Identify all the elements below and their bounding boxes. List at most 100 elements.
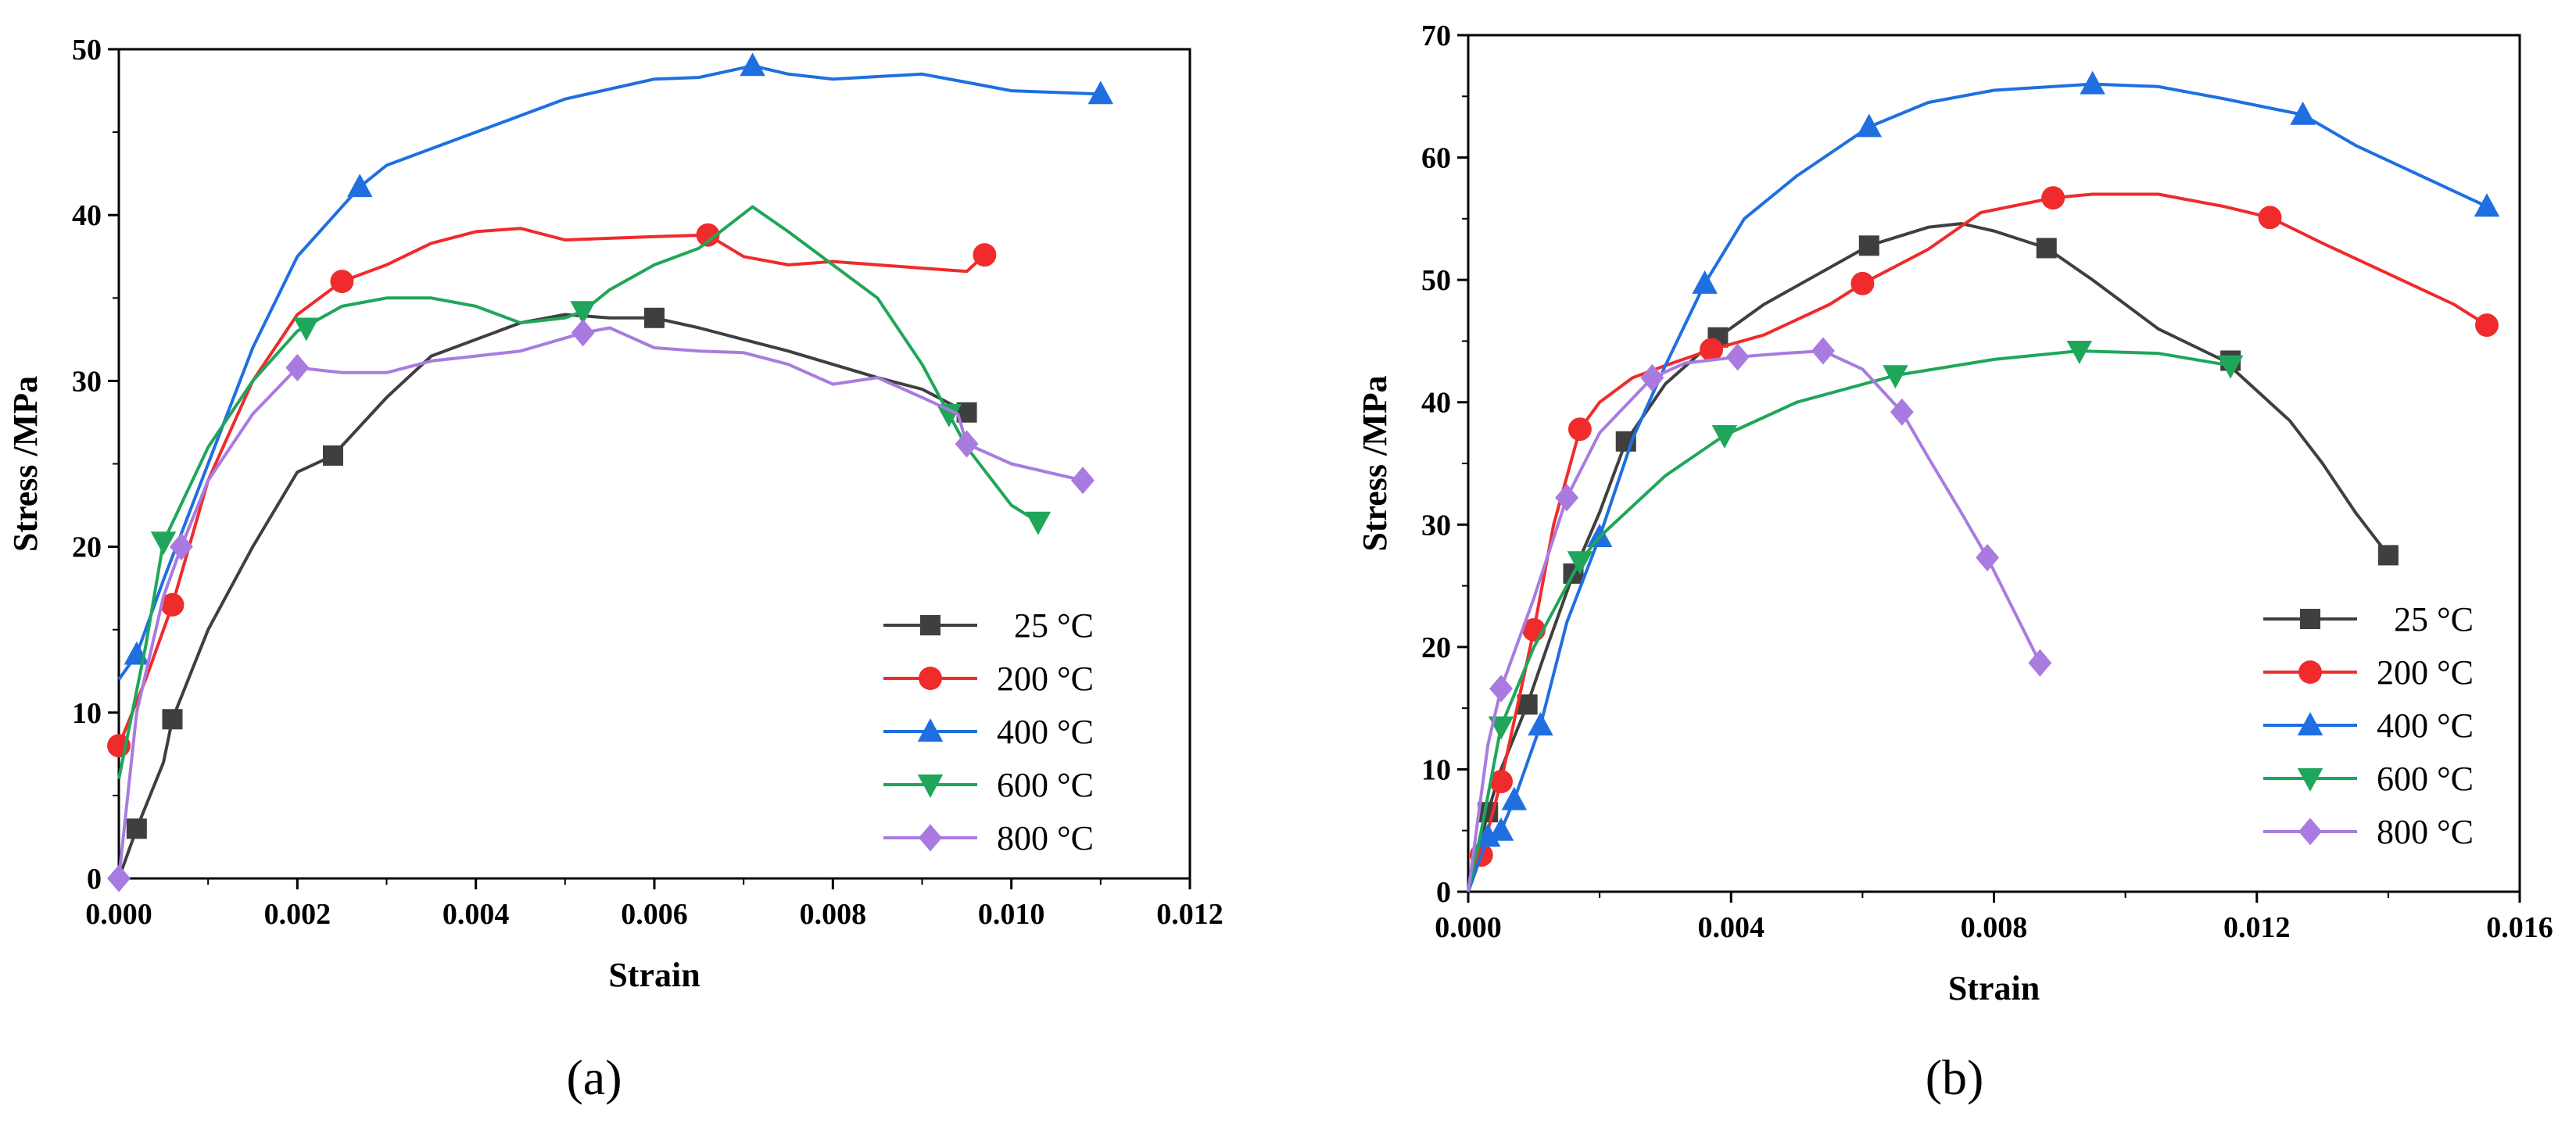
legend-marker [917, 718, 944, 742]
data-point [1700, 338, 1723, 362]
data-point [1489, 674, 1513, 703]
y-axis-label: Stress /MPa [6, 376, 45, 552]
data-point [936, 403, 962, 427]
series-line [117, 205, 1039, 780]
data-point [2475, 313, 2499, 338]
legend-label: 400 °C [2377, 707, 2474, 745]
data-point [1856, 113, 1883, 138]
y-tick-label: 40 [1421, 387, 1451, 420]
data-point [644, 307, 665, 328]
legend-marker [2298, 660, 2322, 684]
legend-label: 800 °C [997, 819, 1094, 857]
data-point [1858, 235, 1879, 256]
y-tick-label: 50 [72, 34, 102, 66]
y-tick-label: 40 [72, 199, 102, 232]
legend-marker [920, 615, 940, 635]
y-tick-label: 20 [72, 531, 102, 564]
series-line [117, 313, 968, 879]
legend-item: 25 °C [883, 606, 1094, 645]
series-line [117, 227, 986, 746]
legend-item: 400 °C [883, 713, 1094, 751]
data-point [1071, 467, 1095, 495]
data-point [955, 430, 979, 458]
data-point [2080, 70, 2105, 95]
data-point [1489, 770, 1513, 794]
data-point [2474, 193, 2500, 217]
data-point [570, 301, 596, 325]
data-point [1850, 271, 1875, 295]
data-point [1725, 343, 1750, 371]
data-point [2217, 355, 2244, 379]
data-point [973, 243, 997, 267]
data-point [2041, 186, 2065, 210]
legend-marker [917, 774, 944, 798]
series-800Cc [1467, 337, 2052, 893]
series-25Cc [1467, 222, 2399, 893]
data-point [107, 864, 131, 893]
y-tick-label: 50 [1421, 264, 1451, 297]
x-tick-label: 0.006 [621, 898, 688, 931]
series-200Cc [107, 223, 997, 758]
data-point [1811, 337, 1835, 365]
data-point [1692, 270, 1718, 294]
x-tick-label: 0.008 [800, 898, 867, 931]
data-point [1976, 544, 2000, 572]
y-tick-label: 70 [1421, 20, 1451, 52]
y-tick-label: 10 [72, 697, 102, 730]
series-line [1467, 349, 2042, 893]
x-tick-label: 0.008 [1961, 911, 2028, 944]
legend-marker [2300, 609, 2320, 629]
x-tick-label: 0.000 [1435, 911, 1502, 944]
data-point [150, 531, 177, 556]
data-point [330, 270, 354, 294]
y-tick-label: 20 [1421, 631, 1451, 664]
data-point [162, 709, 183, 730]
series-600Cc [1467, 340, 2244, 893]
data-point [323, 445, 343, 466]
legend-label: 25 °C [2377, 600, 2474, 639]
legend-label: 600 °C [2377, 760, 2474, 798]
data-point [1474, 823, 1501, 847]
legend-label: 200 °C [2377, 653, 2474, 692]
data-point [2036, 238, 2057, 259]
series-line [117, 64, 1101, 681]
data-point [1567, 551, 1593, 575]
plot-frame [117, 48, 1191, 880]
legend-marker [919, 824, 942, 852]
legend-item: 600 °C [883, 766, 1094, 804]
series-600Cc [117, 205, 1052, 780]
data-point [1890, 398, 1914, 426]
data-point [1025, 511, 1052, 535]
data-point [1555, 484, 1579, 512]
series-line [1467, 82, 2488, 893]
data-point [1883, 365, 1908, 389]
legend-marker [2297, 768, 2323, 792]
data-point [293, 317, 319, 342]
x-tick-label: 0.012 [1156, 898, 1224, 931]
data-point [2028, 649, 2052, 677]
data-point [1488, 817, 1514, 841]
data-point [169, 533, 193, 561]
data-point [1711, 424, 1738, 449]
y-tick-label: 60 [1421, 142, 1451, 175]
y-tick-label: 10 [1421, 753, 1451, 786]
legend-item: 200 °C [2263, 653, 2474, 692]
panel-label: (b) [1926, 1050, 1984, 1105]
y-axis-label: Stress /MPa [1356, 375, 1394, 551]
legend-item: 800 °C [2263, 813, 2474, 851]
data-point [1567, 417, 1592, 442]
x-tick-label: 0.010 [978, 898, 1045, 931]
x-tick-label: 0.002 [264, 898, 331, 931]
legend-label: 25 °C [997, 606, 1094, 645]
data-point [2290, 101, 2316, 125]
series-200Cc [1467, 186, 2499, 893]
x-tick-label: 0.000 [85, 898, 152, 931]
y-tick-label: 0 [1436, 876, 1451, 909]
y-tick-label: 30 [72, 365, 102, 398]
legend-label: 400 °C [997, 713, 1094, 751]
legend-item: 200 °C [883, 660, 1094, 698]
data-point [1501, 786, 1528, 810]
legend-item: 400 °C [2263, 707, 2474, 745]
chart-a: 0.000 0.002 0.004 0.006 0.008 0.010 0.012 0 10 20… [6, 34, 1224, 1105]
series-line [117, 326, 1084, 879]
